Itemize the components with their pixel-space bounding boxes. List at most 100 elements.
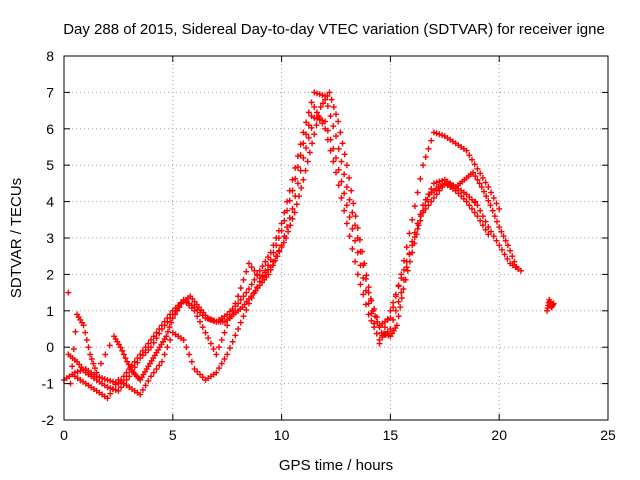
data-point [109, 378, 116, 385]
data-point [232, 332, 239, 339]
data-point [278, 220, 285, 227]
data-point [65, 289, 72, 296]
data-point [224, 322, 231, 329]
data-point [341, 190, 348, 197]
data-point [338, 178, 345, 185]
data-point [337, 129, 344, 136]
data-point [292, 164, 299, 171]
data-point [406, 250, 413, 257]
data-point [199, 324, 206, 331]
data-point [158, 358, 165, 365]
data-point [479, 222, 486, 229]
data-point [494, 218, 501, 225]
data-point [411, 203, 418, 210]
data-point [188, 305, 195, 312]
data-point [368, 317, 375, 324]
data-point [291, 209, 298, 216]
data-point [488, 228, 495, 235]
data-point [369, 307, 376, 314]
data-point [240, 293, 247, 300]
data-point [292, 175, 299, 182]
data-point [77, 367, 84, 374]
data-point [362, 301, 369, 308]
x-tick-label: 10 [274, 427, 290, 443]
data-point [243, 289, 250, 296]
data-point [145, 346, 152, 353]
data-point [466, 194, 473, 201]
data-point [517, 267, 524, 274]
data-point [313, 109, 320, 116]
data-point [205, 335, 212, 342]
data-point [397, 304, 404, 311]
data-point [224, 311, 231, 318]
data-point [303, 144, 310, 151]
data-point [142, 382, 149, 389]
data-point [296, 193, 303, 200]
data-point [107, 377, 114, 384]
data-point [134, 359, 141, 366]
data-point [349, 209, 356, 216]
data-point [463, 147, 470, 154]
data-point [289, 187, 296, 194]
data-point [343, 162, 350, 169]
x-tick-label: 5 [169, 427, 177, 443]
data-point [474, 202, 481, 209]
data-point [471, 161, 478, 168]
data-point [194, 313, 201, 320]
data-point [433, 191, 440, 198]
data-point [319, 117, 326, 124]
data-point [102, 351, 109, 358]
data-point [237, 319, 244, 326]
data-point [142, 344, 149, 351]
data-point [112, 381, 119, 388]
data-point [335, 166, 342, 173]
data-point [156, 330, 163, 337]
data-point [433, 179, 440, 186]
data-point [335, 118, 342, 125]
data-point [213, 369, 220, 376]
data-point [490, 233, 497, 240]
data-point [107, 385, 114, 392]
data-point [354, 249, 361, 256]
data-point [161, 351, 168, 358]
data-point [489, 207, 496, 214]
data-point [202, 329, 209, 336]
data-point [235, 326, 242, 332]
data-point [139, 352, 146, 359]
data-point [343, 202, 350, 209]
data-point [324, 103, 331, 110]
x-tick-label: 15 [383, 427, 399, 443]
data-point [466, 202, 473, 209]
data-point [294, 153, 301, 160]
data-point [224, 351, 231, 358]
data-point [229, 307, 236, 314]
data-point [270, 249, 277, 256]
y-tick-label: 2 [46, 266, 54, 282]
data-point [171, 311, 178, 318]
data-point [303, 119, 310, 126]
data-point [265, 271, 272, 278]
data-point [404, 267, 411, 274]
data-point [243, 306, 250, 313]
data-point [302, 167, 309, 174]
data-point [496, 205, 503, 212]
data-point [112, 386, 119, 393]
grid-lines [64, 56, 608, 420]
data-point [496, 224, 503, 231]
data-point [70, 346, 77, 353]
data-point [317, 103, 324, 110]
y-tick-label: -2 [42, 412, 55, 428]
data-point [248, 281, 255, 288]
data-point [403, 264, 410, 271]
data-point [349, 245, 356, 252]
data-point [487, 202, 494, 209]
x-axis-label: GPS time / hours [279, 457, 393, 474]
data-point [343, 184, 350, 191]
data-point [305, 122, 312, 129]
data-point [333, 169, 339, 176]
data-point [213, 351, 220, 358]
data-point [477, 207, 484, 214]
data-point [104, 376, 111, 383]
data-point [428, 137, 435, 144]
